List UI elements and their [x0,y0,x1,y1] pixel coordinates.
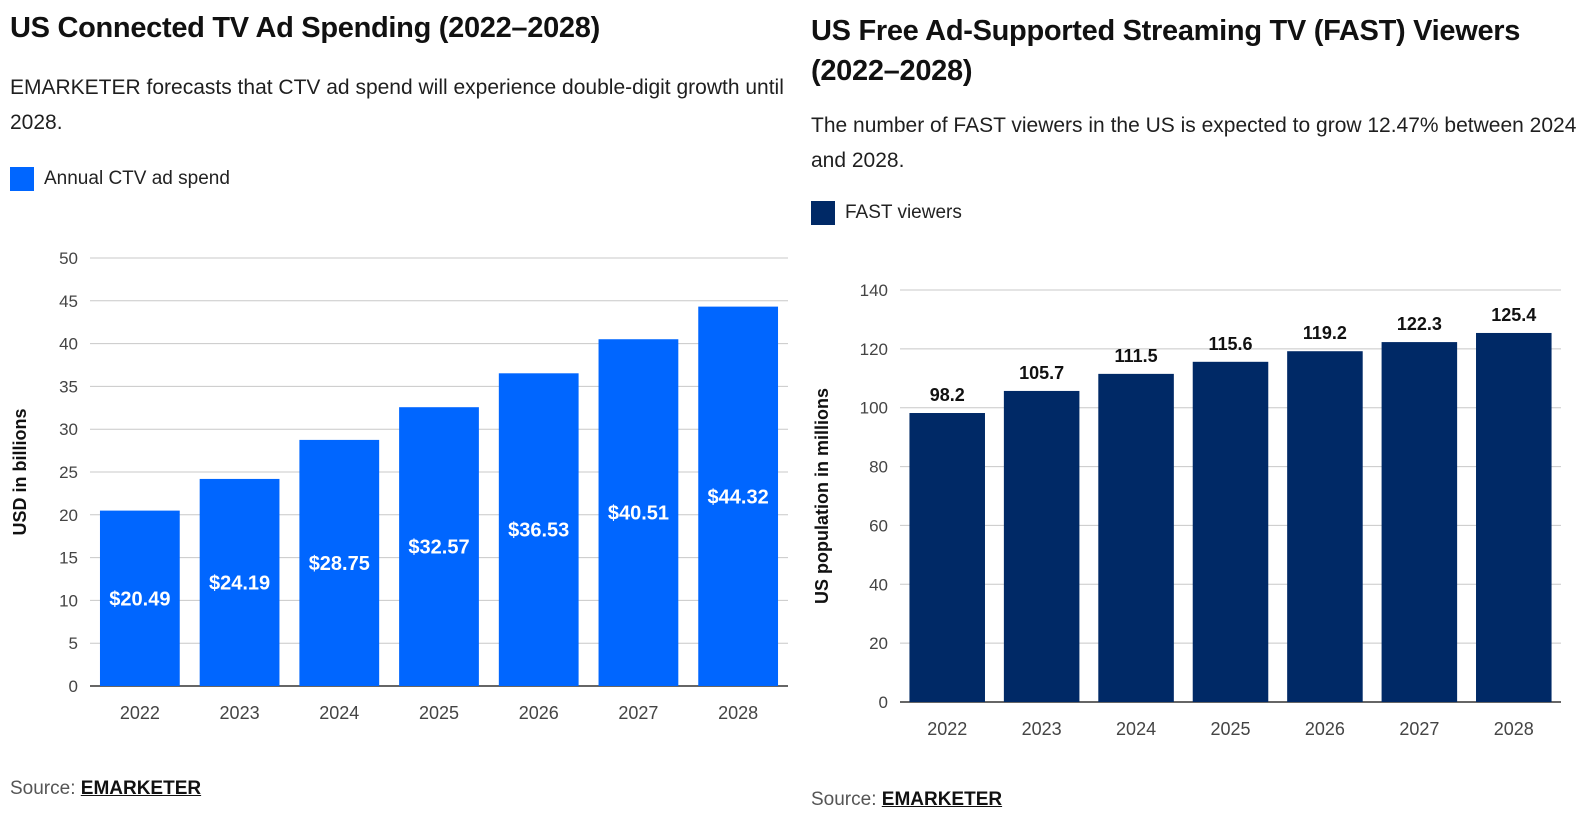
ctv-bar [698,306,779,686]
fast-bar [1476,332,1552,702]
fast-y-tick-label: 20 [869,634,888,653]
ctv-y-tick-label: 45 [59,292,78,311]
ctv-ad-spending-panel: US Connected TV Ad Spending (2022–2028) … [10,12,788,800]
ctv-y-tick-label: 40 [59,335,78,354]
fast-y-tick-label: 120 [860,340,888,359]
ctv-source-prefix: Source: [10,778,81,799]
fast-x-tick-label: 2028 [1494,719,1534,739]
ctv-data-label: $40.51 [608,503,669,525]
ctv-legend: Annual CTV ad spend [10,167,230,191]
fast-legend-swatch [811,201,835,225]
ctv-x-tick-label: 2024 [319,703,359,723]
ctv-bar [399,407,479,686]
ctv-x-tick-label: 2023 [220,703,260,723]
ctv-y-tick-label: 50 [59,249,78,268]
fast-chart-title: US Free Ad-Supported Streaming TV (FAST)… [811,15,1521,87]
ctv-source-link[interactable]: EMARKETER [80,778,202,799]
ctv-chart-title: US Connected TV Ad Spending (2022–2028) [10,12,600,44]
fast-data-label: 119.2 [1303,323,1347,343]
fast-bar [1381,342,1458,702]
fast-bar-chart: 0 20 40 60 80 100 120 140 US population in milli… [812,281,1561,739]
ctv-data-label: $36.53 [508,520,569,542]
fast-source: Source: EMARKETER [811,789,1002,811]
fast-viewers-panel: US Free Ad-Supported Streaming TV (FAST)… [810,0,1593,835]
ctv-bar [498,373,579,686]
fast-y-tick-label: 60 [869,516,888,535]
fast-x-tick-label: 2025 [1210,719,1250,739]
ctv-legend-label: Annual CTV ad spend [44,168,230,189]
fast-data-label: 111.5 [1115,346,1158,366]
fast-bar [909,413,985,702]
ctv-y-axis-label: USD in billions [10,408,30,535]
fast-y-tick-label: 100 [860,399,888,418]
fast-y-axis-label: US population in millions [812,388,832,604]
fast-data-label: 122.3 [1397,314,1442,334]
fast-x-tick-label: 2024 [1116,719,1156,739]
fast-x-tick-label: 2023 [1022,719,1062,739]
ctv-x-tick-label: 2026 [519,703,559,723]
fast-data-label: 98.2 [930,385,965,405]
fast-bar [1003,390,1080,702]
ctv-bar [299,439,380,686]
ctv-data-label: $28.75 [309,553,370,575]
fast-bar [1287,351,1363,702]
ctv-data-label: $20.49 [109,588,170,610]
ctv-y-tick-label: 0 [69,677,78,696]
fast-legend: FAST viewers [811,201,962,225]
ctv-bar [199,478,280,686]
ctv-bar [99,510,180,686]
ctv-y-tick-label: 35 [59,377,78,396]
fast-bar [1098,373,1174,702]
ctv-y-tick-label: 5 [69,634,78,653]
fast-data-label: 125.4 [1491,305,1536,325]
fast-source-prefix: Source: [811,789,882,810]
fast-x-tick-label: 2026 [1305,719,1345,739]
ctv-y-tick-label: 20 [59,506,78,525]
fast-data-label: 115.6 [1208,334,1252,354]
fast-chart-subtitle: The number of FAST viewers in the US is … [811,114,1577,172]
fast-y-tick-label: 140 [860,281,888,300]
ctv-y-tick-label: 25 [59,463,78,482]
ctv-x-tick-label: 2022 [120,703,160,723]
fast-y-tick-label: 80 [869,458,888,477]
ctv-y-tick-label: 10 [59,591,78,610]
ctv-y-tick-label: 15 [59,549,78,568]
ctv-data-label: $24.19 [209,572,270,594]
ctv-source: Source: EMARKETER [10,778,201,800]
fast-source-link[interactable]: EMARKETER [881,789,1003,810]
fast-x-tick-label: 2022 [927,719,967,739]
ctv-chart-subtitle: EMARKETER forecasts that CTV ad spend wi… [10,76,784,134]
ctv-legend-swatch [10,167,34,191]
fast-data-label: 105.7 [1019,363,1064,383]
fast-y-tick-label: 40 [869,575,888,594]
ctv-data-label: $32.57 [408,537,469,559]
ctv-x-tick-label: 2025 [419,703,459,723]
ctv-x-tick-label: 2028 [718,703,758,723]
fast-bar [1192,361,1269,702]
fast-y-tick-label: 0 [879,693,888,712]
fast-legend-label: FAST viewers [845,202,962,223]
fast-x-tick-label: 2027 [1399,719,1439,739]
ctv-bar [598,339,679,686]
ctv-y-tick-label: 30 [59,420,78,439]
ctv-x-tick-label: 2027 [618,703,658,723]
ctv-data-label: $44.32 [708,486,769,508]
